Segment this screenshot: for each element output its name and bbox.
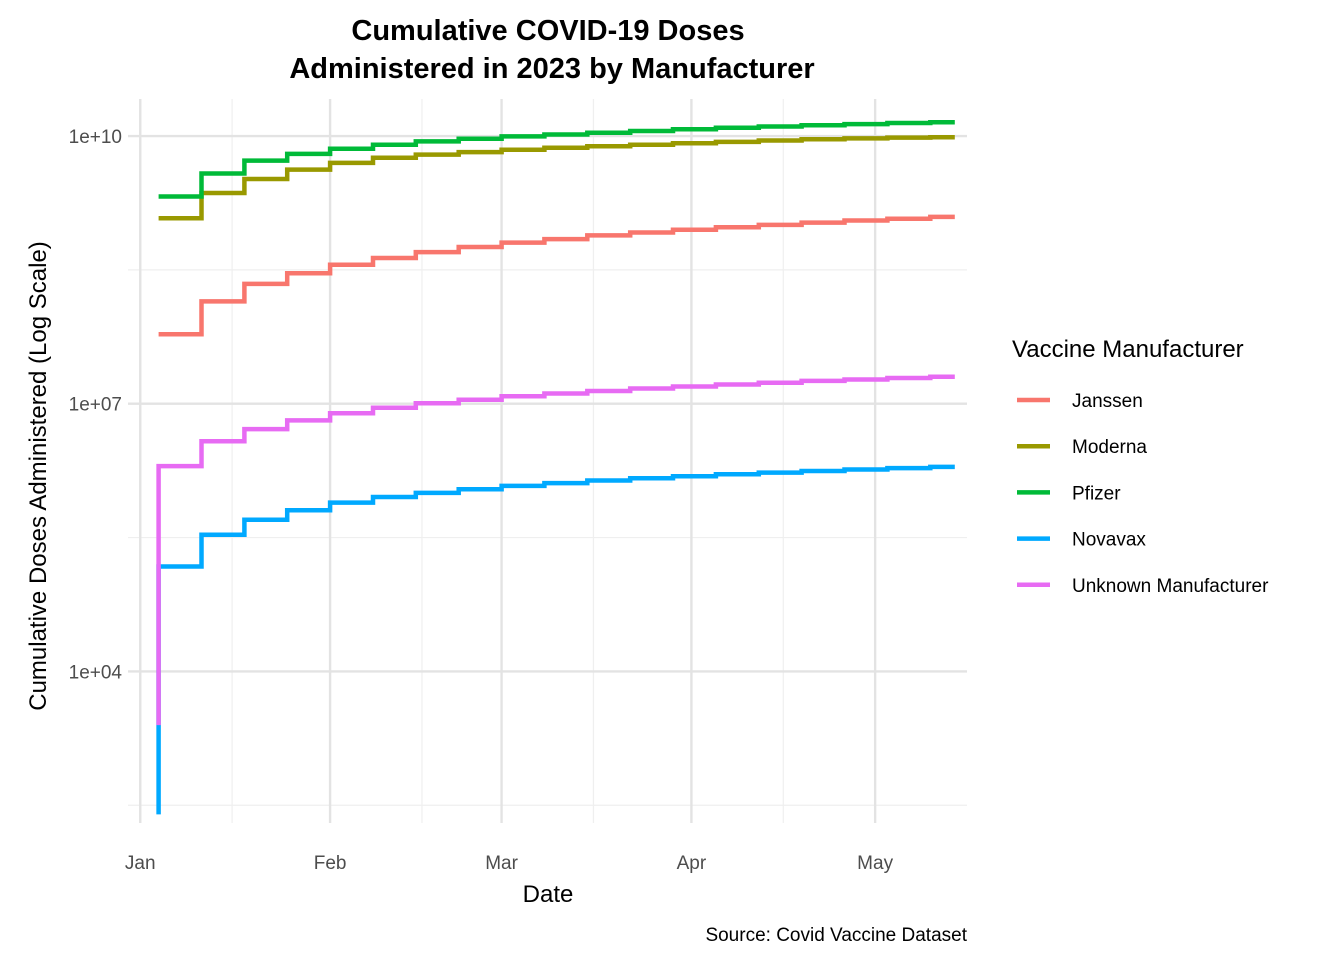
x-axis-title: Date bbox=[523, 881, 574, 908]
legend-label-1: Moderna bbox=[1072, 437, 1147, 458]
x-tick-labels: Jan Feb Mar Apr May bbox=[125, 853, 894, 874]
series-line-unknown-manufacturer bbox=[156, 374, 955, 726]
y-axis-title: Cumulative Doses Administered (Log Scale… bbox=[25, 241, 52, 711]
y-tick-label-1: 1e+07 bbox=[69, 395, 122, 416]
legend-label-3: Novavax bbox=[1072, 530, 1146, 551]
legend: Vaccine Manufacturer Janssen Moderna Pfize… bbox=[1012, 336, 1269, 597]
x-tick-label-4: May bbox=[857, 853, 893, 874]
legend-label-2: Pfizer bbox=[1072, 483, 1121, 504]
y-tick-label-0: 1e+04 bbox=[69, 662, 123, 683]
series-line-moderna bbox=[158, 134, 955, 221]
y-tick-labels: 1e+04 1e+07 1e+10 bbox=[69, 127, 123, 683]
grid bbox=[128, 99, 967, 823]
chart-title-line-1: Cumulative COVID-19 Doses bbox=[351, 15, 744, 47]
x-tick-label-1: Feb bbox=[314, 853, 347, 874]
x-tick-label-2: Mar bbox=[485, 853, 518, 874]
x-tick-label-3: Apr bbox=[677, 853, 707, 874]
legend-label-4: Unknown Manufacturer bbox=[1072, 576, 1269, 597]
x-tick-label-0: Jan bbox=[125, 853, 156, 874]
series-lines bbox=[156, 119, 955, 815]
caption: Source: Covid Vaccine Dataset bbox=[705, 925, 967, 946]
legend-label-0: Janssen bbox=[1072, 391, 1143, 412]
legend-items: Janssen Moderna Pfizer Novavax Unknown Manuf… bbox=[1017, 391, 1269, 597]
series-line-janssen bbox=[158, 214, 955, 337]
series-line-novavax bbox=[156, 464, 955, 815]
legend-title: Vaccine Manufacturer bbox=[1012, 336, 1244, 363]
y-tick-label-2: 1e+10 bbox=[69, 127, 122, 148]
series-line-pfizer bbox=[158, 119, 955, 199]
chart-title-line-2: Administered in 2023 by Manufacturer bbox=[289, 53, 814, 85]
